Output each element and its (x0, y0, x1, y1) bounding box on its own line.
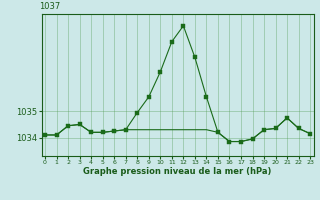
X-axis label: Graphe pression niveau de la mer (hPa): Graphe pression niveau de la mer (hPa) (84, 167, 272, 176)
Text: 1037: 1037 (39, 2, 60, 11)
